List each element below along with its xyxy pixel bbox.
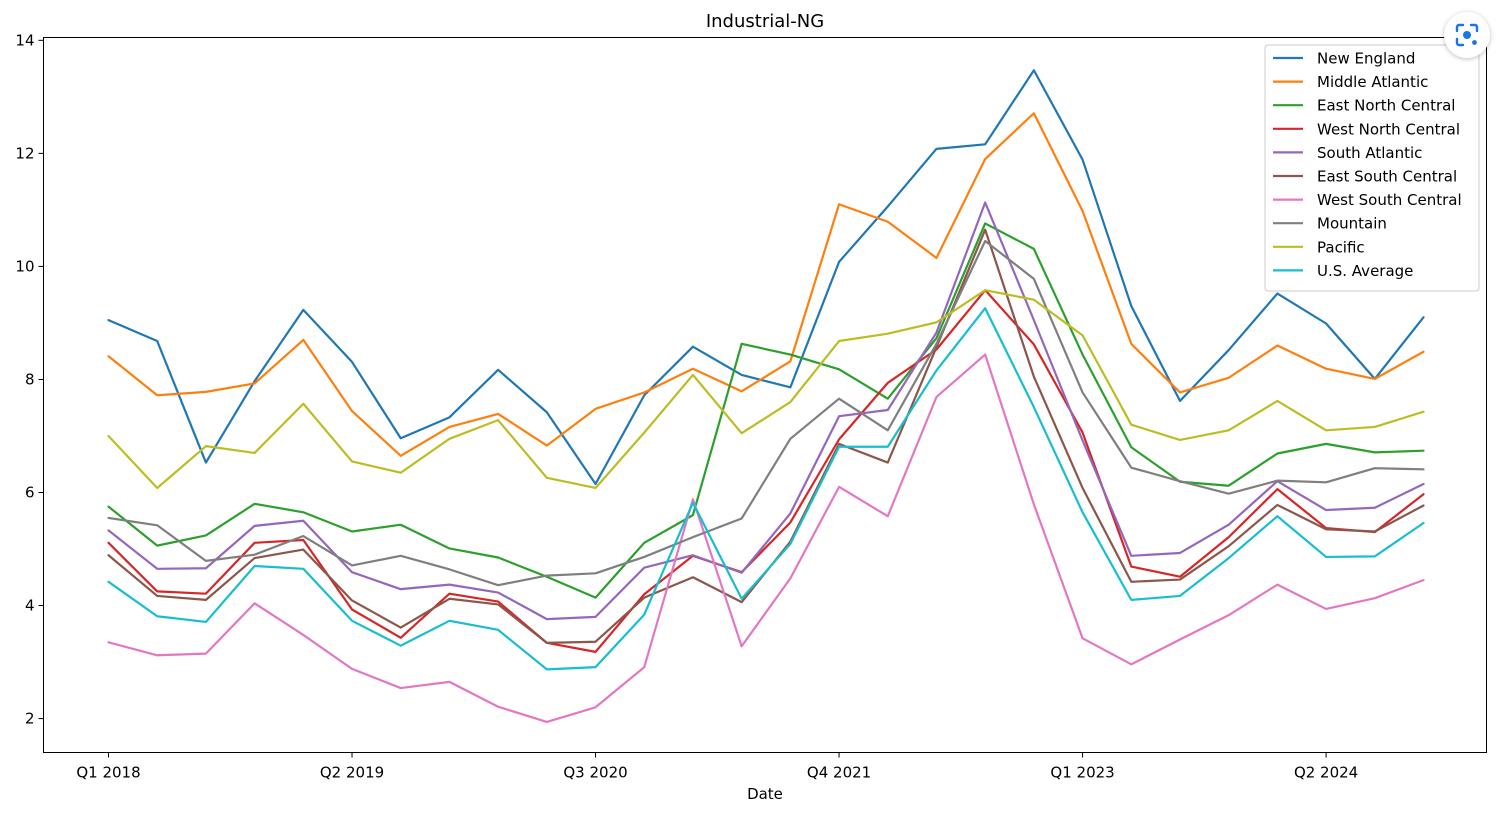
x-axis-label: Date <box>747 785 783 803</box>
y-tick-label: 6 <box>25 484 35 502</box>
series-line-pacific <box>107 289 1425 490</box>
legend-label: West South Central <box>1317 191 1462 209</box>
legend-label: East South Central <box>1317 168 1457 186</box>
x-tick-label: Q4 2021 <box>807 764 871 782</box>
chart-title: Industrial-NG <box>706 11 824 32</box>
legend-label: East North Central <box>1317 97 1455 115</box>
legend: New England Middle Atlantic East North Cen… <box>1264 44 1480 292</box>
series-line-east-north-central <box>107 222 1425 599</box>
y-tick-label: 10 <box>15 257 34 275</box>
series-line-west-south-central <box>107 353 1425 724</box>
legend-label: U.S. Average <box>1317 262 1413 280</box>
legend-label: New England <box>1317 50 1415 68</box>
lens-scan-icon <box>1455 23 1479 47</box>
series-line-south-atlantic <box>107 201 1425 621</box>
x-axis: Q1 2018 Q2 2019 Q3 2020 Q4 2021 Q1 2023 Q2 20… <box>76 752 1358 782</box>
legend-box <box>1264 44 1480 292</box>
legend-label: Middle Atlantic <box>1317 73 1428 91</box>
series-line-middle-atlantic <box>107 112 1425 457</box>
series-line-mountain <box>107 239 1425 587</box>
series-layer <box>107 69 1425 724</box>
y-tick-label: 8 <box>25 370 35 388</box>
y-tick-label: 2 <box>25 710 35 728</box>
x-tick-label: Q2 2024 <box>1294 764 1358 782</box>
legend-label: Mountain <box>1317 215 1387 233</box>
plot-frame <box>43 37 1487 753</box>
y-tick-label: 14 <box>15 31 34 49</box>
legend-label: West North Central <box>1317 120 1460 138</box>
y-tick-label: 12 <box>15 144 34 162</box>
x-tick-label: Q1 2018 <box>76 764 140 782</box>
y-tick-label: 4 <box>25 597 35 615</box>
legend-label: Pacific <box>1317 238 1365 256</box>
y-axis: 2 4 6 8 10 12 14 <box>15 31 44 728</box>
series-line-new-england <box>107 69 1425 486</box>
series-line-u-s-average <box>107 307 1425 671</box>
lens-scan-button[interactable] <box>1444 12 1490 58</box>
legend-label: South Atlantic <box>1317 144 1422 162</box>
x-tick-label: Q2 2019 <box>320 764 384 782</box>
x-tick-label: Q1 2023 <box>1050 764 1114 782</box>
x-tick-label: Q3 2020 <box>563 764 627 782</box>
